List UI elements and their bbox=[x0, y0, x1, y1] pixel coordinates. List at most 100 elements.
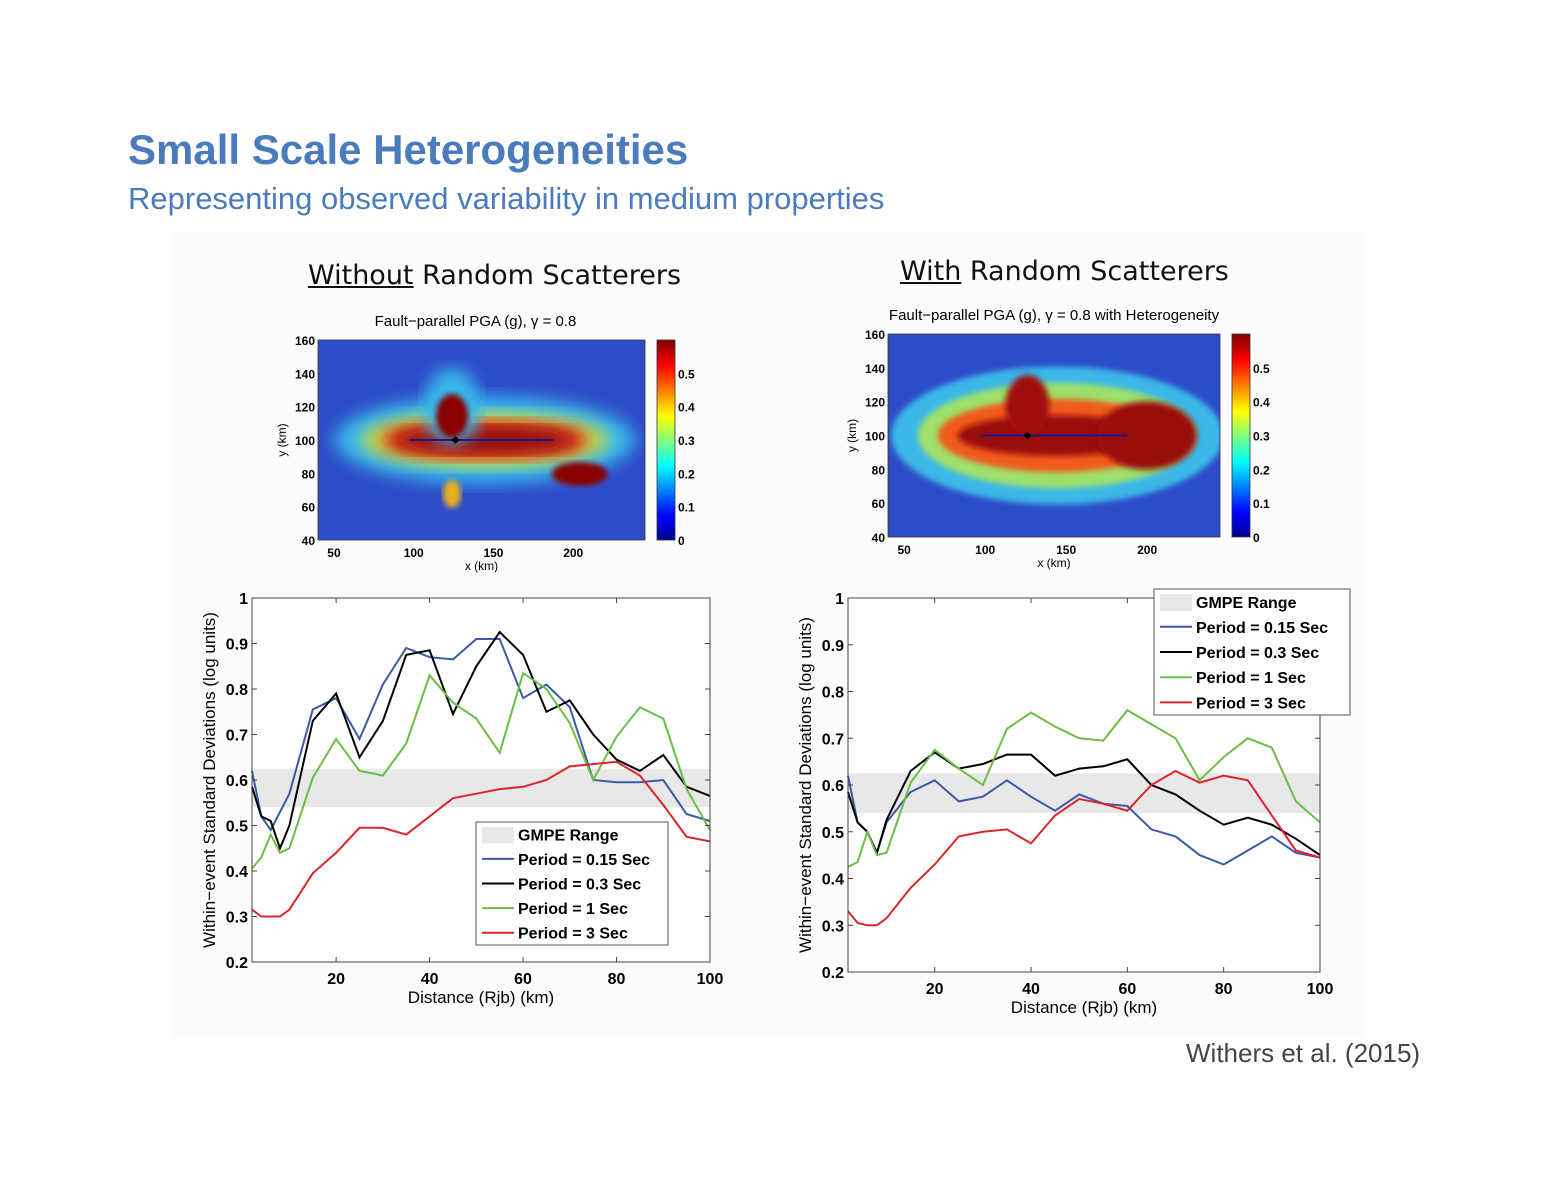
left-ytick-label: 0.4 bbox=[226, 864, 248, 881]
legend-label-gmpe: GMPE Range bbox=[518, 828, 619, 845]
left-ytick-label: 0.5 bbox=[226, 819, 248, 836]
slide-title: Small Scale Heterogeneities bbox=[128, 126, 689, 173]
right-xtick-label: 20 bbox=[926, 981, 944, 998]
right-map-xlabel: x (km) bbox=[1037, 556, 1070, 570]
right-ytick-label: 0.3 bbox=[822, 918, 844, 935]
left-panel-title-rest: Random Scatterers bbox=[413, 260, 682, 291]
right-map-title: Fault−parallel PGA (g), γ = 0.8 with Het… bbox=[889, 307, 1220, 324]
left-panel-title-underlined: Without bbox=[308, 260, 414, 291]
left-ytick-label: 0.9 bbox=[226, 637, 248, 654]
left-map-ylabel: y (km) bbox=[275, 423, 289, 456]
epicenter-star-icon bbox=[1023, 431, 1032, 440]
right-panel-title-underlined: With bbox=[900, 256, 962, 287]
left-xtick-label: 80 bbox=[608, 971, 626, 988]
right-map-xtick: 200 bbox=[1137, 543, 1157, 557]
right-ytick-label: 0.6 bbox=[822, 778, 844, 795]
left-ylabel: Within−event Standard Deviations (log un… bbox=[200, 612, 219, 948]
right-series-line-3 bbox=[847, 769, 1321, 927]
right-ytick-label: 1 bbox=[835, 591, 844, 608]
left-colorbar-tick: 0 bbox=[678, 534, 685, 548]
right-xtick-label: 80 bbox=[1215, 981, 1233, 998]
left-map-xtick: 200 bbox=[563, 546, 583, 560]
left-xlabel: Distance (Rjb) (km) bbox=[408, 988, 554, 1007]
right-colorbar-tick: 0 bbox=[1253, 531, 1260, 545]
left-ytick-label: 0.8 bbox=[226, 682, 248, 699]
left-map-ytick: 40 bbox=[302, 534, 316, 548]
slide-subtitle: Representing observed variability in med… bbox=[128, 181, 885, 216]
left-colorbar-tick: 0.1 bbox=[678, 501, 695, 515]
right-pga-heatmap bbox=[888, 334, 1220, 537]
left-colorbar-tick: 0.4 bbox=[678, 401, 695, 415]
right-ytick-label: 0.2 bbox=[822, 965, 844, 982]
left-xtick-label: 100 bbox=[697, 971, 724, 988]
left-xtick-label: 60 bbox=[514, 971, 532, 988]
right-xtick-label: 60 bbox=[1118, 981, 1136, 998]
right-panel-title-rest: Random Scatterers bbox=[961, 256, 1229, 287]
left-map-xtick: 50 bbox=[327, 546, 341, 560]
left-map-ytick: 80 bbox=[302, 467, 316, 481]
right-map-xtick: 50 bbox=[898, 543, 912, 557]
right-map-ytick: 160 bbox=[865, 328, 885, 342]
right-panel-title: With Random Scatterers bbox=[900, 256, 1229, 287]
right-ytick-label: 0.8 bbox=[822, 685, 844, 702]
left-colorbar bbox=[656, 339, 676, 541]
legend-label-2: Period = 1 Sec bbox=[1196, 670, 1306, 687]
left-xtick-label: 20 bbox=[327, 971, 345, 988]
right-map-ytick: 100 bbox=[865, 430, 885, 444]
right-map-xtick: 150 bbox=[1056, 543, 1076, 557]
left-map-ytick: 140 bbox=[295, 367, 315, 381]
left-series-line-0 bbox=[251, 638, 711, 832]
right-legend: GMPE Range Period = 0.15 Sec Period = 0.3 … bbox=[1153, 588, 1351, 716]
right-colorbar-tick: 0.3 bbox=[1253, 430, 1270, 444]
left-gmpe-range-band bbox=[252, 768, 710, 808]
left-map-xtick: 150 bbox=[483, 546, 503, 560]
right-ytick-label: 0.5 bbox=[822, 825, 844, 842]
right-xlabel: Distance (Rjb) (km) bbox=[1011, 998, 1157, 1017]
right-map-ylabel: y (km) bbox=[845, 419, 859, 452]
legend-label-1: Period = 0.3 Sec bbox=[1196, 645, 1319, 662]
right-colorbar bbox=[1231, 333, 1251, 538]
legend-swatch-gmpe bbox=[482, 827, 514, 844]
left-legend: GMPE Range Period = 0.15 Sec Period = 0.3 … bbox=[475, 821, 669, 946]
right-colorbar-tick: 0.1 bbox=[1253, 497, 1270, 511]
legend-label-3: Period = 3 Sec bbox=[1196, 695, 1306, 712]
left-pga-heatmap bbox=[318, 340, 645, 540]
left-ytick-label: 0.2 bbox=[226, 955, 248, 972]
left-ytick-label: 0.3 bbox=[226, 910, 248, 927]
right-series-line-2 bbox=[847, 708, 1321, 868]
left-ytick-label: 0.7 bbox=[226, 728, 248, 745]
left-map-xtick: 100 bbox=[404, 546, 424, 560]
legend-label-2: Period = 1 Sec bbox=[518, 901, 628, 918]
right-ytick-label: 0.7 bbox=[822, 731, 844, 748]
right-xtick-label: 40 bbox=[1022, 981, 1040, 998]
right-ylabel: Within−event Standard Deviations (log un… bbox=[796, 617, 815, 953]
left-map-ytick: 120 bbox=[295, 401, 315, 415]
legend-label-gmpe: GMPE Range bbox=[1196, 595, 1297, 612]
legend-label-1: Period = 0.3 Sec bbox=[518, 877, 641, 894]
right-gmpe-range-band bbox=[848, 773, 1320, 814]
left-series-line-1 bbox=[251, 630, 711, 852]
right-series-line-1 bbox=[847, 751, 1321, 856]
right-map-ytick: 40 bbox=[872, 531, 886, 545]
left-map-ytick: 100 bbox=[295, 434, 315, 448]
left-map-ytick: 60 bbox=[302, 501, 316, 515]
right-map-ytick: 140 bbox=[865, 362, 885, 376]
left-ytick-label: 0.6 bbox=[226, 773, 248, 790]
legend-label-0: Period = 0.15 Sec bbox=[1196, 620, 1328, 637]
left-series-line-2 bbox=[251, 671, 711, 870]
left-panel-title: Without Random Scatterers bbox=[308, 260, 681, 291]
left-map-ytick: 160 bbox=[295, 334, 315, 348]
right-colorbar-tick: 0.2 bbox=[1253, 463, 1270, 477]
right-colorbar-tick: 0.5 bbox=[1253, 362, 1270, 376]
right-colorbar-tick: 0.4 bbox=[1253, 396, 1270, 410]
right-ytick-label: 0.9 bbox=[822, 638, 844, 655]
left-map-title: Fault−parallel PGA (g), γ = 0.8 bbox=[375, 313, 577, 330]
right-map-ytick: 60 bbox=[872, 497, 886, 511]
right-ytick-label: 0.4 bbox=[822, 872, 844, 889]
legend-swatch-gmpe bbox=[1160, 594, 1192, 612]
left-xtick-label: 40 bbox=[421, 971, 439, 988]
legend-label-3: Period = 3 Sec bbox=[518, 926, 628, 943]
left-colorbar-tick: 0.5 bbox=[678, 367, 695, 381]
right-xtick-label: 100 bbox=[1307, 981, 1334, 998]
